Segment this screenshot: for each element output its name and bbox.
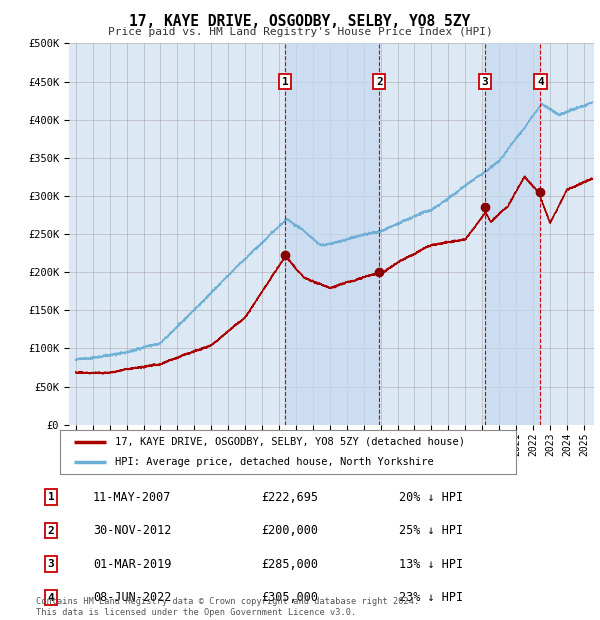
Text: 08-JUN-2022: 08-JUN-2022	[93, 591, 172, 604]
Bar	[485, 43, 541, 425]
Text: HPI: Average price, detached house, North Yorkshire: HPI: Average price, detached house, Nort…	[115, 457, 433, 467]
Text: Price paid vs. HM Land Registry's House Price Index (HPI): Price paid vs. HM Land Registry's House …	[107, 27, 493, 37]
Text: 30-NOV-2012: 30-NOV-2012	[93, 525, 172, 537]
Text: 01-MAR-2019: 01-MAR-2019	[93, 558, 172, 570]
Text: 23% ↓ HPI: 23% ↓ HPI	[399, 591, 463, 604]
Text: 20% ↓ HPI: 20% ↓ HPI	[399, 491, 463, 503]
Text: 3: 3	[482, 76, 488, 87]
Text: 1: 1	[282, 76, 289, 87]
Text: £285,000: £285,000	[261, 558, 318, 570]
Text: £200,000: £200,000	[261, 525, 318, 537]
Text: 2: 2	[47, 526, 55, 536]
Bar	[285, 43, 379, 425]
Text: 4: 4	[47, 593, 55, 603]
Text: 1: 1	[47, 492, 55, 502]
Text: £305,000: £305,000	[261, 591, 318, 604]
Text: Contains HM Land Registry data © Crown copyright and database right 2024.
This d: Contains HM Land Registry data © Crown c…	[36, 598, 419, 617]
Text: 4: 4	[537, 76, 544, 87]
Text: 2: 2	[376, 76, 383, 87]
Text: £222,695: £222,695	[261, 491, 318, 503]
Text: 17, KAYE DRIVE, OSGODBY, SELBY, YO8 5ZY (detached house): 17, KAYE DRIVE, OSGODBY, SELBY, YO8 5ZY …	[115, 436, 465, 447]
Text: 3: 3	[47, 559, 55, 569]
Text: 11-MAY-2007: 11-MAY-2007	[93, 491, 172, 503]
Text: 13% ↓ HPI: 13% ↓ HPI	[399, 558, 463, 570]
Text: 17, KAYE DRIVE, OSGODBY, SELBY, YO8 5ZY: 17, KAYE DRIVE, OSGODBY, SELBY, YO8 5ZY	[130, 14, 470, 29]
Text: 25% ↓ HPI: 25% ↓ HPI	[399, 525, 463, 537]
